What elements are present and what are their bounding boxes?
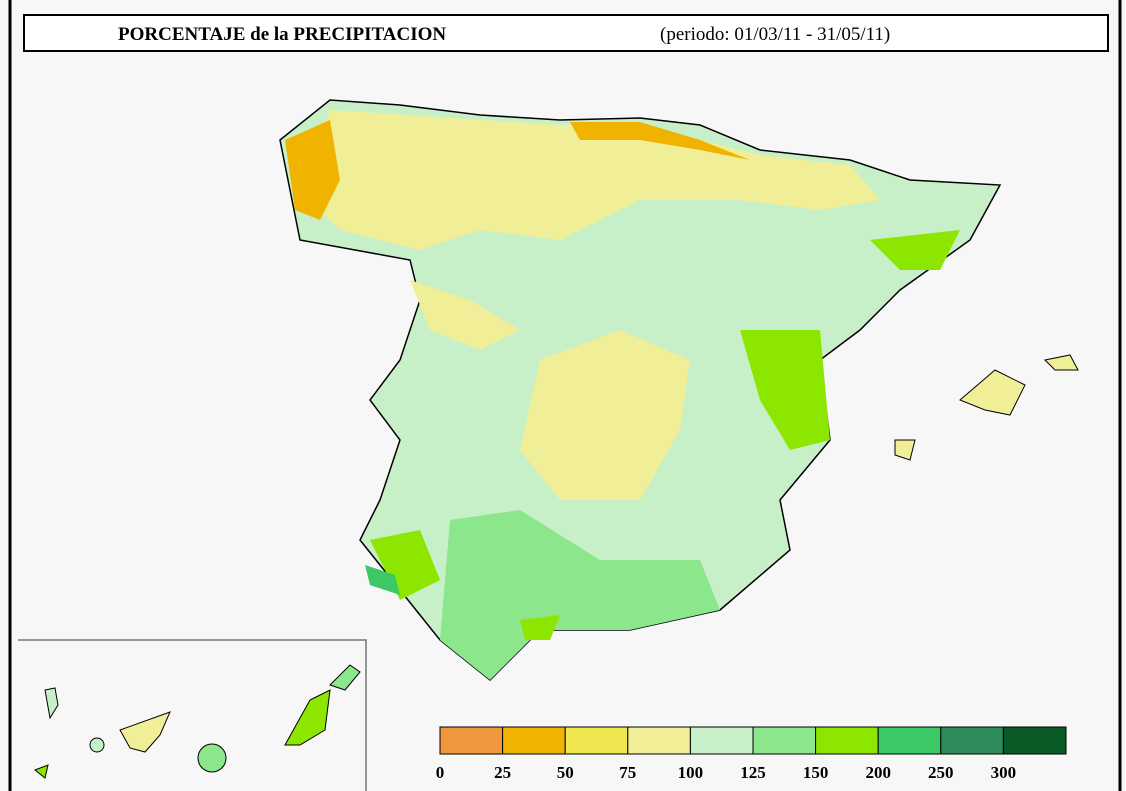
title: PORCENTAJE de la PRECIPITACION bbox=[118, 24, 446, 45]
cantabria-region bbox=[570, 122, 750, 160]
malaga-region bbox=[520, 615, 560, 640]
legend-swatch bbox=[815, 726, 879, 755]
legend-swatch bbox=[1002, 726, 1067, 755]
legend-swatch bbox=[940, 726, 1004, 755]
legend-swatch bbox=[439, 726, 504, 755]
legend-swatch bbox=[627, 726, 691, 755]
legend-label: 0 bbox=[436, 763, 445, 782]
ibiza bbox=[894, 439, 916, 461]
tenerife bbox=[119, 711, 171, 753]
north-region bbox=[300, 110, 880, 250]
centre-region bbox=[520, 330, 690, 500]
la-palma bbox=[44, 687, 59, 720]
legend-swatch bbox=[877, 726, 942, 755]
fuerteventura bbox=[284, 689, 331, 746]
legend-label: 150 bbox=[803, 763, 829, 782]
canary-islands bbox=[34, 664, 361, 779]
gran-canaria bbox=[197, 743, 227, 773]
legend-label: 100 bbox=[678, 763, 704, 782]
lanzarote bbox=[329, 664, 361, 691]
andalusia-region bbox=[440, 510, 720, 680]
title-box bbox=[23, 14, 1109, 52]
canary-inset bbox=[18, 639, 367, 791]
la-gomera bbox=[89, 737, 105, 753]
legend: 0 25 50 75 100 125 150 200 250 300 bbox=[436, 726, 1067, 782]
valencia-region bbox=[740, 330, 830, 450]
legend-label: 250 bbox=[928, 763, 954, 782]
legend-swatch bbox=[502, 726, 566, 755]
legend-label: 75 bbox=[619, 763, 636, 782]
catalonia-region bbox=[870, 230, 960, 270]
huelva-region bbox=[370, 530, 440, 600]
legend-label: 50 bbox=[557, 763, 574, 782]
legend-label: 25 bbox=[494, 763, 511, 782]
legend-swatch bbox=[689, 726, 754, 755]
region-blob bbox=[410, 280, 520, 350]
galicia-region bbox=[285, 120, 340, 220]
huelva-coast bbox=[365, 565, 400, 595]
peninsula bbox=[279, 99, 1002, 682]
mallorca bbox=[959, 369, 1026, 416]
period: (periodo: 01/03/11 - 31/05/11) bbox=[660, 24, 890, 45]
legend-swatch bbox=[564, 726, 629, 755]
legend-label: 300 bbox=[991, 763, 1017, 782]
legend-swatch bbox=[752, 726, 817, 755]
el-hierro bbox=[34, 764, 49, 779]
menorca bbox=[1043, 354, 1079, 371]
legend-label: 200 bbox=[865, 763, 891, 782]
legend-label: 125 bbox=[740, 763, 766, 782]
